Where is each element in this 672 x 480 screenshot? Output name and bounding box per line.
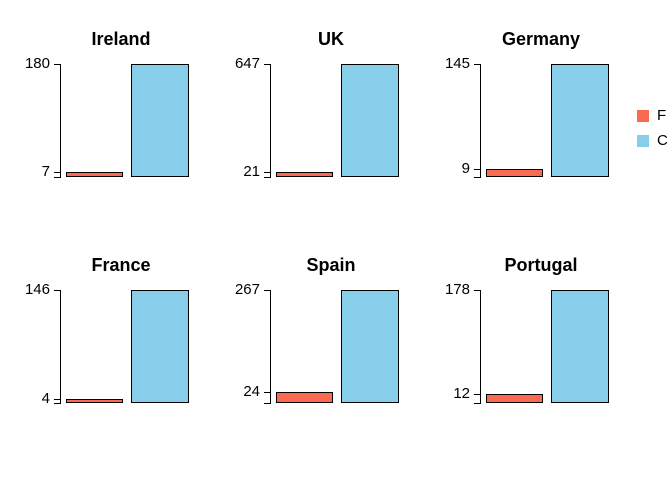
bar-series-f xyxy=(486,394,543,403)
y-tick-label-max: 647 xyxy=(234,55,260,72)
bar-series-f xyxy=(276,172,333,177)
y-tick-label-max: 146 xyxy=(24,281,50,298)
y-tick-zero xyxy=(54,177,61,178)
y-tick-max xyxy=(264,290,271,291)
y-tick-min xyxy=(474,169,481,170)
y-tick-min xyxy=(54,172,61,173)
facet-title: France xyxy=(91,255,151,275)
y-axis-line xyxy=(480,290,481,404)
facet-panel-france: France 146 4 xyxy=(0,226,210,452)
facet-title: Germany xyxy=(501,29,581,49)
y-tick-zero xyxy=(474,177,481,178)
y-axis-line xyxy=(270,64,271,178)
y-tick-label-min: 4 xyxy=(41,390,50,407)
y-tick-min xyxy=(54,399,61,400)
legend-swatch-f xyxy=(637,110,649,122)
y-tick-label-max: 145 xyxy=(444,55,470,72)
y-tick-zero xyxy=(264,403,271,404)
y-tick-label-max: 180 xyxy=(24,55,50,72)
legend-label-c: C xyxy=(657,132,668,149)
y-axis-line xyxy=(60,64,61,178)
bar-series-c xyxy=(551,64,609,177)
y-tick-max xyxy=(54,290,61,291)
facet-title: Spain xyxy=(306,255,356,275)
bar-series-c xyxy=(341,64,399,177)
y-tick-zero xyxy=(54,403,61,404)
facet-panel-uk: UK 647 21 xyxy=(210,0,420,226)
facet-title: Ireland xyxy=(91,29,151,49)
y-tick-label-max: 178 xyxy=(444,281,470,298)
y-axis-line xyxy=(480,64,481,178)
legend-swatch-c xyxy=(637,135,649,147)
y-tick-max xyxy=(264,64,271,65)
y-tick-max xyxy=(474,290,481,291)
y-tick-label-min: 12 xyxy=(453,385,470,402)
y-tick-min xyxy=(264,392,271,393)
y-tick-min xyxy=(474,394,481,395)
y-axis-line xyxy=(60,290,61,404)
bar-series-f xyxy=(66,399,123,403)
facet-panel-ireland: Ireland 180 7 xyxy=(0,0,210,226)
facet-title: UK xyxy=(318,29,344,49)
bar-series-f xyxy=(66,172,123,177)
y-tick-label-min: 9 xyxy=(461,160,470,177)
y-tick-min xyxy=(264,172,271,173)
y-tick-max xyxy=(474,64,481,65)
y-tick-label-min: 24 xyxy=(243,383,260,400)
y-tick-max xyxy=(54,64,61,65)
y-axis-line xyxy=(270,290,271,404)
facet-panel-portugal: Portugal 178 12 xyxy=(420,226,630,452)
bar-series-c xyxy=(551,290,609,403)
bar-series-f xyxy=(276,392,333,403)
y-tick-label-min: 21 xyxy=(243,163,260,180)
y-tick-zero xyxy=(264,177,271,178)
bar-series-c xyxy=(341,290,399,403)
y-tick-label-max: 267 xyxy=(234,281,260,298)
facet-panel-spain: Spain 267 24 xyxy=(210,226,420,452)
legend-label-f: F xyxy=(657,107,667,124)
y-tick-zero xyxy=(474,403,481,404)
bar-series-c xyxy=(131,64,189,177)
facet-panel-germany: Germany 145 9 xyxy=(420,0,630,226)
y-tick-label-min: 7 xyxy=(41,163,50,180)
facet-title: Portugal xyxy=(504,255,578,275)
bar-series-c xyxy=(131,290,189,403)
bar-series-f xyxy=(486,169,543,177)
